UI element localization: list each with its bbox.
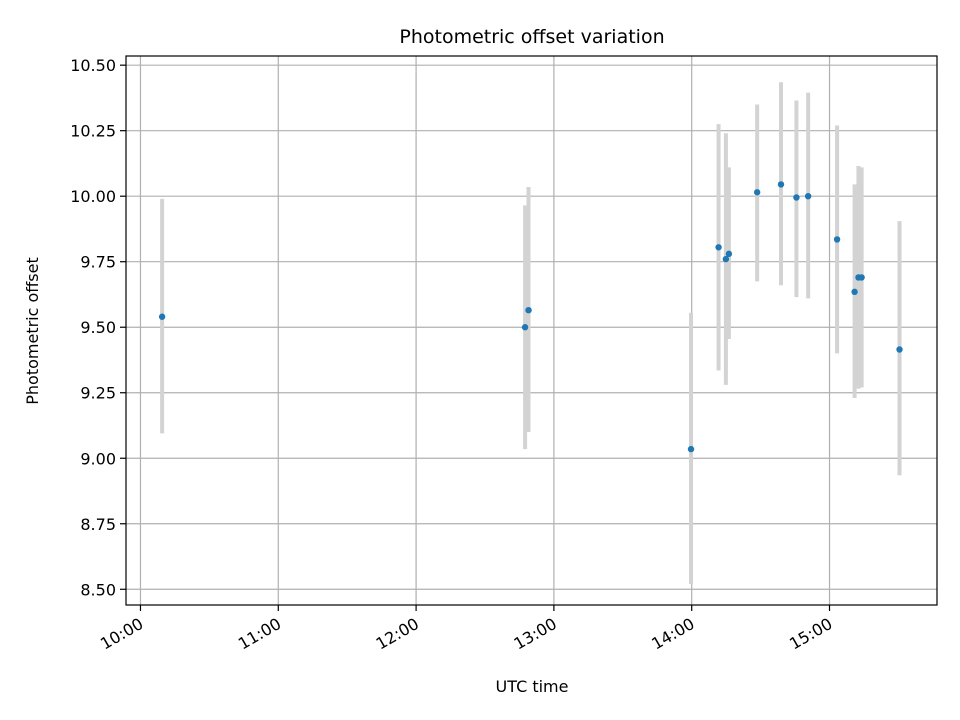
y-tick-label: 9.25 bbox=[80, 384, 116, 403]
data-points bbox=[158, 181, 903, 453]
y-tick-label: 10.50 bbox=[70, 56, 116, 75]
y-tick-label: 8.50 bbox=[80, 580, 116, 599]
data-point bbox=[833, 236, 841, 243]
y-axis-label: Photometric offset bbox=[23, 257, 42, 405]
y-tick-label: 9.00 bbox=[80, 449, 116, 468]
y-tick-label: 9.50 bbox=[80, 318, 116, 337]
data-point bbox=[858, 274, 865, 281]
data-point bbox=[715, 244, 722, 251]
data-point bbox=[777, 181, 785, 188]
y-tick-label: 9.75 bbox=[80, 253, 116, 272]
x-axis-label: UTC time bbox=[496, 677, 569, 696]
data-point bbox=[753, 189, 761, 196]
y-axis-ticks: 8.50 8.75 9.00 9.25 9.50 9.75 10.00 10.25 10.50 bbox=[70, 56, 126, 599]
data-point bbox=[525, 306, 532, 314]
y-tick-label: 10.25 bbox=[70, 122, 116, 141]
plot-frame bbox=[125, 55, 938, 606]
data-point bbox=[804, 192, 812, 200]
data-point bbox=[687, 445, 695, 453]
chart-title: Photometric offset variation bbox=[399, 26, 664, 48]
data-point bbox=[158, 313, 166, 320]
data-point bbox=[896, 346, 903, 353]
data-point bbox=[725, 250, 733, 258]
y-tick-label: 10.00 bbox=[70, 187, 116, 206]
data-point bbox=[722, 255, 730, 263]
data-point bbox=[521, 324, 529, 331]
y-tick-label: 8.75 bbox=[80, 515, 116, 534]
data-point bbox=[851, 288, 858, 296]
data-point bbox=[793, 194, 800, 201]
